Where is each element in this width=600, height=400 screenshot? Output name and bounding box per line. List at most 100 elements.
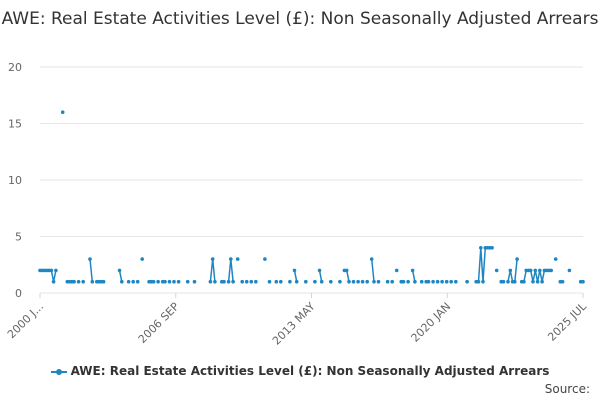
- data-point[interactable]: [288, 279, 292, 284]
- data-point[interactable]: [494, 268, 499, 273]
- data-point[interactable]: [51, 279, 56, 284]
- data-point[interactable]: [249, 279, 254, 284]
- data-point[interactable]: [172, 279, 176, 284]
- data-point[interactable]: [210, 257, 215, 261]
- data-point[interactable]: [304, 279, 308, 284]
- data-point[interactable]: [244, 279, 249, 284]
- data-point[interactable]: [231, 279, 235, 284]
- data-point[interactable]: [163, 279, 167, 284]
- legend-label[interactable]: AWE: Real Estate Activities Level (£): N…: [70, 364, 550, 378]
- data-point[interactable]: [88, 257, 92, 261]
- data-point[interactable]: [279, 279, 283, 284]
- data-point[interactable]: [549, 268, 553, 273]
- data-point[interactable]: [81, 279, 85, 284]
- data-point[interactable]: [535, 279, 540, 284]
- data-point[interactable]: [356, 279, 360, 284]
- data-point[interactable]: [192, 279, 197, 284]
- data-point[interactable]: [254, 279, 258, 284]
- data-point[interactable]: [533, 268, 538, 273]
- data-point[interactable]: [263, 257, 267, 261]
- data-point[interactable]: [347, 279, 351, 284]
- data-point[interactable]: [176, 279, 181, 284]
- data-point[interactable]: [226, 279, 231, 284]
- data-point[interactable]: [538, 268, 542, 273]
- data-point[interactable]: [560, 279, 565, 284]
- data-point[interactable]: [54, 268, 58, 273]
- data-point[interactable]: [235, 257, 240, 261]
- data-point[interactable]: [222, 279, 226, 284]
- data-point[interactable]: [156, 279, 160, 284]
- data-point[interactable]: [508, 268, 513, 273]
- data-point[interactable]: [444, 279, 449, 284]
- data-point[interactable]: [528, 268, 533, 273]
- data-point[interactable]: [344, 268, 349, 273]
- data-point[interactable]: [76, 279, 81, 284]
- data-point[interactable]: [229, 257, 233, 261]
- data-point[interactable]: [117, 268, 122, 273]
- data-point[interactable]: [449, 279, 454, 284]
- data-point[interactable]: [60, 110, 65, 114]
- data-point[interactable]: [167, 279, 172, 284]
- data-point[interactable]: [90, 279, 95, 284]
- data-point[interactable]: [313, 279, 317, 284]
- data-point[interactable]: [101, 279, 106, 284]
- data-point[interactable]: [454, 279, 458, 284]
- data-point[interactable]: [440, 279, 444, 284]
- data-point[interactable]: [410, 268, 415, 273]
- data-point[interactable]: [385, 279, 390, 284]
- data-point[interactable]: [490, 246, 494, 250]
- data-point[interactable]: [319, 279, 324, 284]
- data-point[interactable]: [506, 279, 510, 284]
- data-point[interactable]: [515, 257, 519, 261]
- data-point[interactable]: [481, 279, 485, 284]
- data-point[interactable]: [501, 279, 506, 284]
- data-point[interactable]: [317, 268, 322, 273]
- data-point[interactable]: [140, 257, 144, 261]
- data-point[interactable]: [369, 257, 374, 261]
- data-point[interactable]: [292, 268, 297, 273]
- data-point[interactable]: [431, 279, 435, 284]
- data-point[interactable]: [376, 279, 381, 284]
- data-point[interactable]: [413, 279, 417, 284]
- data-point[interactable]: [390, 279, 395, 284]
- data-point[interactable]: [401, 279, 406, 284]
- data-point[interactable]: [553, 257, 558, 261]
- data-point[interactable]: [213, 279, 217, 284]
- data-point[interactable]: [151, 279, 156, 284]
- series-line: [227, 259, 234, 282]
- data-point[interactable]: [208, 279, 213, 284]
- data-point[interactable]: [581, 279, 585, 284]
- data-point[interactable]: [351, 279, 356, 284]
- data-point[interactable]: [365, 279, 370, 284]
- data-point[interactable]: [394, 268, 399, 273]
- data-point[interactable]: [329, 279, 333, 284]
- data-series[interactable]: [38, 110, 585, 284]
- data-point[interactable]: [372, 279, 376, 284]
- data-point[interactable]: [513, 279, 517, 284]
- data-point[interactable]: [540, 279, 544, 284]
- legend[interactable]: AWE: Real Estate Activities Level (£): N…: [0, 364, 600, 378]
- data-point[interactable]: [567, 268, 572, 273]
- data-point[interactable]: [49, 268, 54, 273]
- data-point[interactable]: [120, 279, 124, 284]
- data-point[interactable]: [72, 279, 76, 284]
- data-point[interactable]: [360, 279, 365, 284]
- data-point[interactable]: [185, 279, 190, 284]
- data-point[interactable]: [531, 279, 535, 284]
- data-point[interactable]: [419, 279, 424, 284]
- data-point[interactable]: [406, 279, 410, 284]
- data-point[interactable]: [426, 279, 431, 284]
- data-point[interactable]: [435, 279, 440, 284]
- data-point[interactable]: [135, 279, 140, 284]
- data-point[interactable]: [274, 279, 279, 284]
- data-point[interactable]: [294, 279, 299, 284]
- data-point[interactable]: [267, 279, 272, 284]
- data-point[interactable]: [465, 279, 469, 284]
- data-point[interactable]: [126, 279, 131, 284]
- data-point[interactable]: [240, 279, 244, 284]
- data-point[interactable]: [131, 279, 135, 284]
- data-point[interactable]: [522, 279, 526, 284]
- data-point[interactable]: [479, 246, 483, 250]
- data-point[interactable]: [476, 279, 481, 284]
- data-point[interactable]: [338, 279, 342, 284]
